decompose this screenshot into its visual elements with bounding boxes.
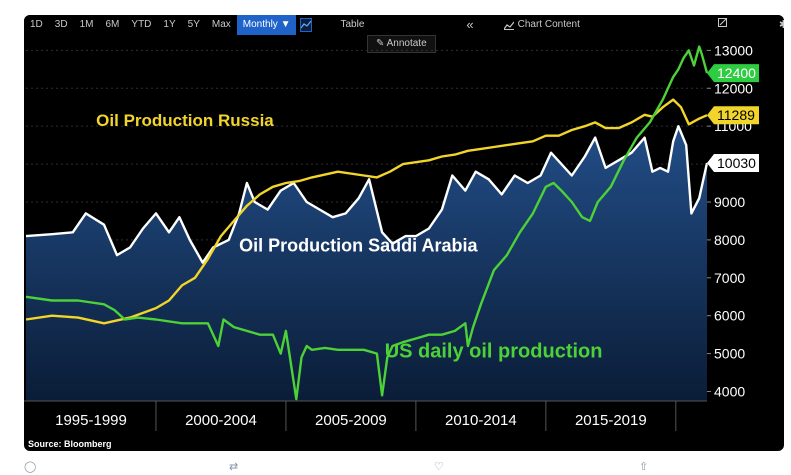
source-note: Source: Bloomberg	[28, 439, 112, 449]
saudi-last-value-box	[707, 153, 759, 172]
annotate-button[interactable]: ✎ Annotate	[367, 35, 436, 53]
y-tick-label: 9000	[714, 194, 745, 210]
us-last-value: 12400	[717, 65, 756, 81]
chart-content-label: Chart Content	[517, 19, 580, 30]
tweet-action-bar: ◯ ⇄ ♡ ⇧	[24, 460, 784, 475]
russia-last-value-tag: 11289	[707, 106, 759, 125]
y-tick-label: 5000	[714, 346, 745, 362]
like-icon[interactable]: ♡	[434, 461, 444, 473]
range-5y-button[interactable]: 5Y	[187, 19, 200, 30]
range-1d-button[interactable]: 1D	[30, 19, 43, 30]
oil-production-chart: 1995-1999 2000-2004 2005-2009 2010-2014 2015…	[24, 42, 759, 431]
table-button[interactable]: Table	[340, 19, 365, 30]
chart-content-icon	[503, 21, 514, 30]
edit-icon[interactable]	[712, 15, 733, 35]
collapse-icon[interactable]: «	[466, 17, 474, 32]
range-ytd-button[interactable]: YTD	[131, 19, 152, 30]
saudi-arabia-line	[25, 124, 709, 264]
saudi-arabia-label: Oil Production Saudi Arabia	[239, 235, 478, 255]
russia-line	[25, 98, 708, 325]
range-max-button[interactable]: Max	[211, 19, 231, 30]
y-tick-label: 8000	[714, 232, 745, 248]
russia-last-value-box	[707, 106, 759, 125]
us-last-value-tag: 12400	[707, 64, 759, 83]
chart-content-button[interactable]: Chart Content	[498, 15, 586, 35]
chart-toolbar: 1D 3D 1M 6M YTD 1Y 5Y Max Monthly ▼ Tabl…	[24, 15, 784, 35]
y-tick-label: 6000	[714, 308, 745, 324]
period-label: 2000-2004	[185, 412, 257, 429]
range-3d-button[interactable]: 3D	[54, 19, 68, 30]
period-label: 2005-2009	[315, 412, 387, 429]
saudi-last-value-tag: 10030	[707, 153, 759, 172]
saudi-arabia-area	[26, 126, 707, 402]
period-label: 1995-1999	[55, 412, 127, 429]
russia-last-value: 11289	[717, 107, 755, 123]
annotate-label: Annotate	[386, 38, 427, 49]
share-icon[interactable]: ⇧	[639, 461, 649, 473]
settings-icon[interactable]: ✱	[778, 19, 784, 31]
range-1y-button[interactable]: 1Y	[163, 19, 176, 30]
period-label: 2015-2019	[575, 412, 647, 429]
pen-icon: ✎	[376, 38, 387, 49]
range-1m-button[interactable]: 1M	[79, 19, 94, 30]
y-tick-label: 7000	[714, 270, 745, 286]
period-label: 2010-2014	[445, 412, 517, 429]
retweet-icon[interactable]: ⇄	[229, 461, 239, 473]
frequency-dropdown[interactable]: Monthly ▼	[236, 15, 297, 35]
reply-icon[interactable]: ◯	[24, 461, 37, 473]
saudi-last-value: 10030	[717, 155, 756, 171]
chart-panel: 1D 3D 1M 6M YTD 1Y 5Y Max Monthly ▼ Tabl…	[24, 15, 784, 451]
us-production-line	[25, 45, 709, 401]
y-tick-label: 12000	[714, 80, 753, 96]
us-last-value-box	[707, 64, 759, 83]
y-tick-label: 13000	[714, 42, 753, 58]
russia-label: Oil Production Russia	[96, 111, 274, 130]
line-chart-icon[interactable]	[300, 18, 313, 32]
range-6m-button[interactable]: 6M	[105, 19, 120, 30]
us-production-label: US daily oil production	[385, 340, 603, 362]
y-tick-label: 4000	[714, 384, 745, 400]
